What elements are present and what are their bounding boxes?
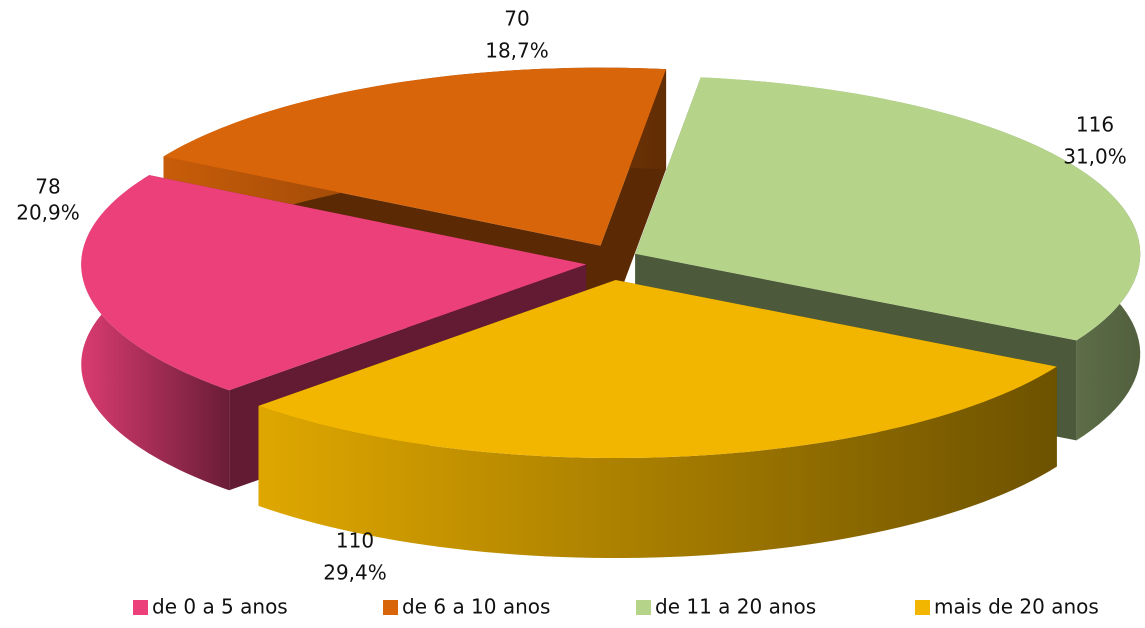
data-label: 110 — [336, 529, 374, 553]
legend-label: de 11 a 20 anos — [655, 595, 816, 619]
legend-swatch — [133, 600, 148, 615]
slice-top — [81, 175, 587, 391]
percent-label: 18,7% — [485, 39, 549, 63]
legend-label: mais de 20 anos — [934, 595, 1099, 619]
percent-label: 29,4% — [323, 561, 387, 585]
legend-swatch — [636, 600, 651, 615]
legend-label: de 0 a 5 anos — [152, 595, 288, 619]
slice — [258, 280, 1057, 559]
percent-label: 31,0% — [1063, 145, 1127, 169]
data-label: 78 — [35, 175, 60, 199]
data-label: 116 — [1076, 113, 1114, 137]
legend-swatch — [383, 600, 398, 615]
data-label: 70 — [504, 7, 529, 31]
slice-top — [258, 280, 1057, 459]
legend-label: de 6 a 10 anos — [402, 595, 550, 619]
slice-top — [635, 77, 1141, 341]
percent-label: 20,9% — [16, 201, 80, 225]
legend-swatch — [915, 600, 930, 615]
slice-top — [163, 67, 667, 246]
slice-side — [258, 366, 1057, 559]
